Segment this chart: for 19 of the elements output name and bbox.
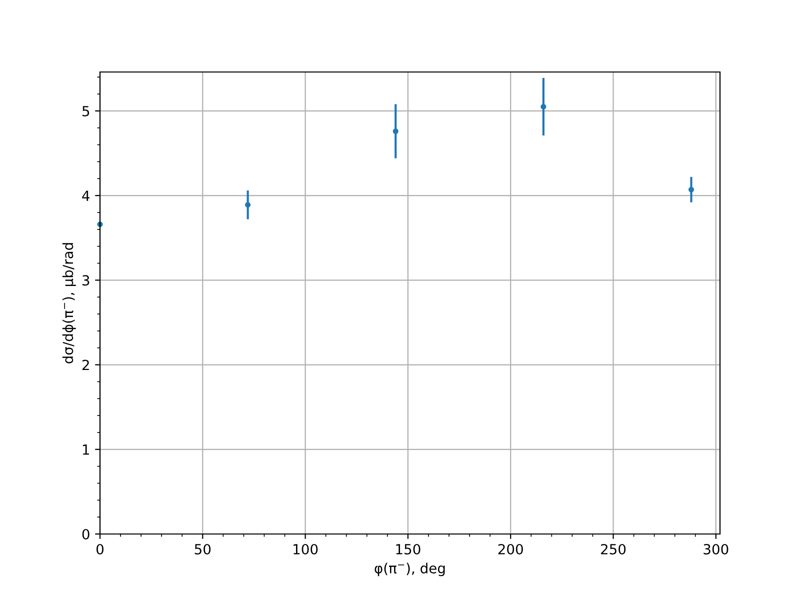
x-tick-label: 200 <box>498 544 523 554</box>
y-tick-label: 4 <box>82 190 90 201</box>
point <box>540 104 546 110</box>
x-tick-label: 250 <box>601 544 626 554</box>
x-tick-label: 300 <box>704 544 728 554</box>
y-tick-label: 0 <box>82 528 90 540</box>
x-tick-label: 0 <box>96 544 104 554</box>
x-axis-title: φ(π$^{−}$), deg <box>374 562 445 576</box>
y-tick-label: 3 <box>82 275 90 286</box>
x-tick-label: 150 <box>396 544 420 554</box>
x-tick-label: 50 <box>194 544 211 554</box>
point <box>688 186 694 192</box>
y-tick-label: 5 <box>82 106 90 116</box>
x-tick-label: 100 <box>294 544 318 554</box>
point <box>392 128 398 134</box>
y-tick-label: 1 <box>82 444 89 455</box>
y-tick-label: 2 <box>82 360 89 370</box>
point <box>245 202 251 208</box>
y-axis-title: dσ/dϕ(π$^{−}$), μb/rad <box>62 243 76 364</box>
